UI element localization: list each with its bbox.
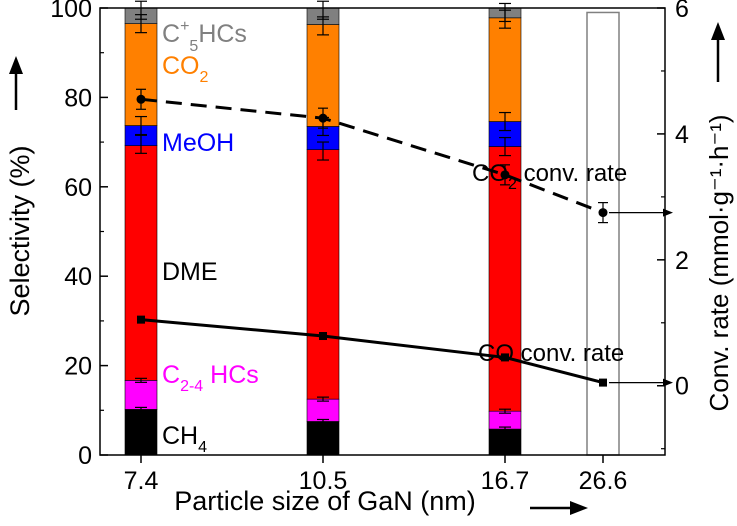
left-tick-label: 100 (50, 0, 92, 23)
label-c5hcs-sub: 5 (189, 38, 198, 55)
label-co2-conv-rate-sub: 2 (508, 176, 517, 193)
label-ch4-main: CH (162, 422, 198, 450)
label-c5hcs-after: HCs (198, 20, 247, 48)
right-tick-label: 4 (675, 121, 689, 149)
bar-segment-16.7-c24hcs (488, 410, 522, 430)
bar-segment-7.4-co2 (124, 23, 158, 126)
bar-segment-7.4-dme (124, 145, 158, 381)
label-dme-main: DME (162, 258, 218, 286)
label-c24hcs-sub: 2-4 (180, 378, 203, 395)
error-bar-10.5-0 (317, 418, 329, 425)
label-c5hcs: C+5HCs (162, 18, 247, 55)
left-axis-arrow-head (9, 56, 23, 74)
error-bar-7.4-3 (135, 115, 147, 136)
error-bar-7.4-0 (135, 406, 147, 413)
error-bar-10.5-1 (317, 396, 329, 402)
left-tick-label: 60 (64, 174, 92, 202)
line-co2-conv-rate (140, 97, 604, 215)
right-axis-arrow-head (711, 22, 725, 40)
bar-segment-7.4-c24hcs (124, 380, 158, 410)
label-meoh-main: MeOH (162, 129, 234, 157)
y-axis-title-left: Selectivity (%) (5, 145, 35, 316)
right-tick-label: 2 (675, 247, 689, 275)
bar-segment-16.7-dme (488, 146, 522, 412)
bar-segment-10.5-ch4 (306, 421, 340, 456)
bar-segment-10.5-c24hcs (306, 398, 340, 422)
empty-bar-26.6 (586, 11, 620, 456)
label-c5hcs-sup: + (180, 18, 189, 35)
label-co2-conv-rate-post: conv. rate (517, 160, 627, 187)
bar-segment-16.7-ch4 (488, 428, 522, 456)
x-tick-label-26.6: 26.6 (579, 467, 628, 495)
error-bar-7.4-2 (135, 134, 147, 154)
point-co-16.7 (501, 353, 509, 362)
label-meoh: MeOH (162, 129, 234, 157)
label-co2-conv-rate: CO2 conv. rate (472, 160, 627, 193)
error-bar-7.4-1 (135, 377, 147, 383)
label-co2: CO2 (162, 52, 209, 86)
left-tick-label: 80 (64, 84, 92, 112)
label-c24hcs-after: HCs (203, 361, 259, 389)
error-bar-16.7-1 (499, 408, 511, 414)
point-co-10.5 (319, 332, 327, 341)
label-co-conv-rate: CO conv. rate (478, 340, 624, 367)
label-co2-conv-rate-main: CO (472, 160, 508, 187)
label-ch4-sub: 4 (198, 439, 207, 456)
x-tick-label-16.7: 16.7 (481, 467, 530, 495)
label-c24hcs-main: C (162, 361, 180, 389)
error-bar-7.4-5 (135, 0, 147, 20)
error-bar-10.5-5 (317, 0, 329, 20)
right-tick-label: 6 (675, 0, 689, 23)
label-ch4: CH4 (162, 422, 207, 456)
error-bar-16.7-2 (499, 136, 511, 157)
x-axis-arrow-head (570, 501, 588, 515)
label-co2-sub: 2 (200, 69, 209, 86)
error-bar-16.7-5 (499, 2, 511, 23)
bar-segment-10.5-dme (306, 149, 340, 400)
bar-segment-7.4-ch4 (124, 409, 158, 456)
bar-error-bars (135, 0, 511, 432)
left-tick-label: 40 (64, 263, 92, 291)
left-tick-label: 0 (78, 442, 92, 470)
line-co-conv-rate (140, 318, 604, 385)
bar-segment-16.7-co2 (488, 17, 522, 122)
error-bar-10.5-2 (317, 141, 329, 161)
label-co2-main: CO (162, 52, 200, 80)
label-dme: DME (162, 258, 218, 286)
error-bar-16.7-0 (499, 426, 511, 432)
axes: 0 20 40 60 80 100 0 2 4 6 7.4 10.5 16.7 26.6 Particle … (5, 0, 734, 516)
label-c5hcs-main: C (162, 20, 180, 48)
x-tick-label-10.5: 10.5 (299, 467, 348, 495)
right-tick-label: 0 (675, 373, 689, 401)
x-axis-title: Particle size of GaN (nm) (174, 486, 476, 516)
label-c24hcs: C2-4 HCs (162, 361, 259, 395)
left-tick-label: 20 (64, 353, 92, 381)
y-axis-title-right: Conv. rate (mmol·g⁻¹·h⁻¹) (704, 114, 734, 411)
x-tick-label-7.4: 7.4 (124, 467, 159, 495)
error-bar-16.7-3 (499, 111, 511, 132)
point-co-7.4 (137, 315, 145, 324)
point-co-26.6 (599, 378, 607, 387)
